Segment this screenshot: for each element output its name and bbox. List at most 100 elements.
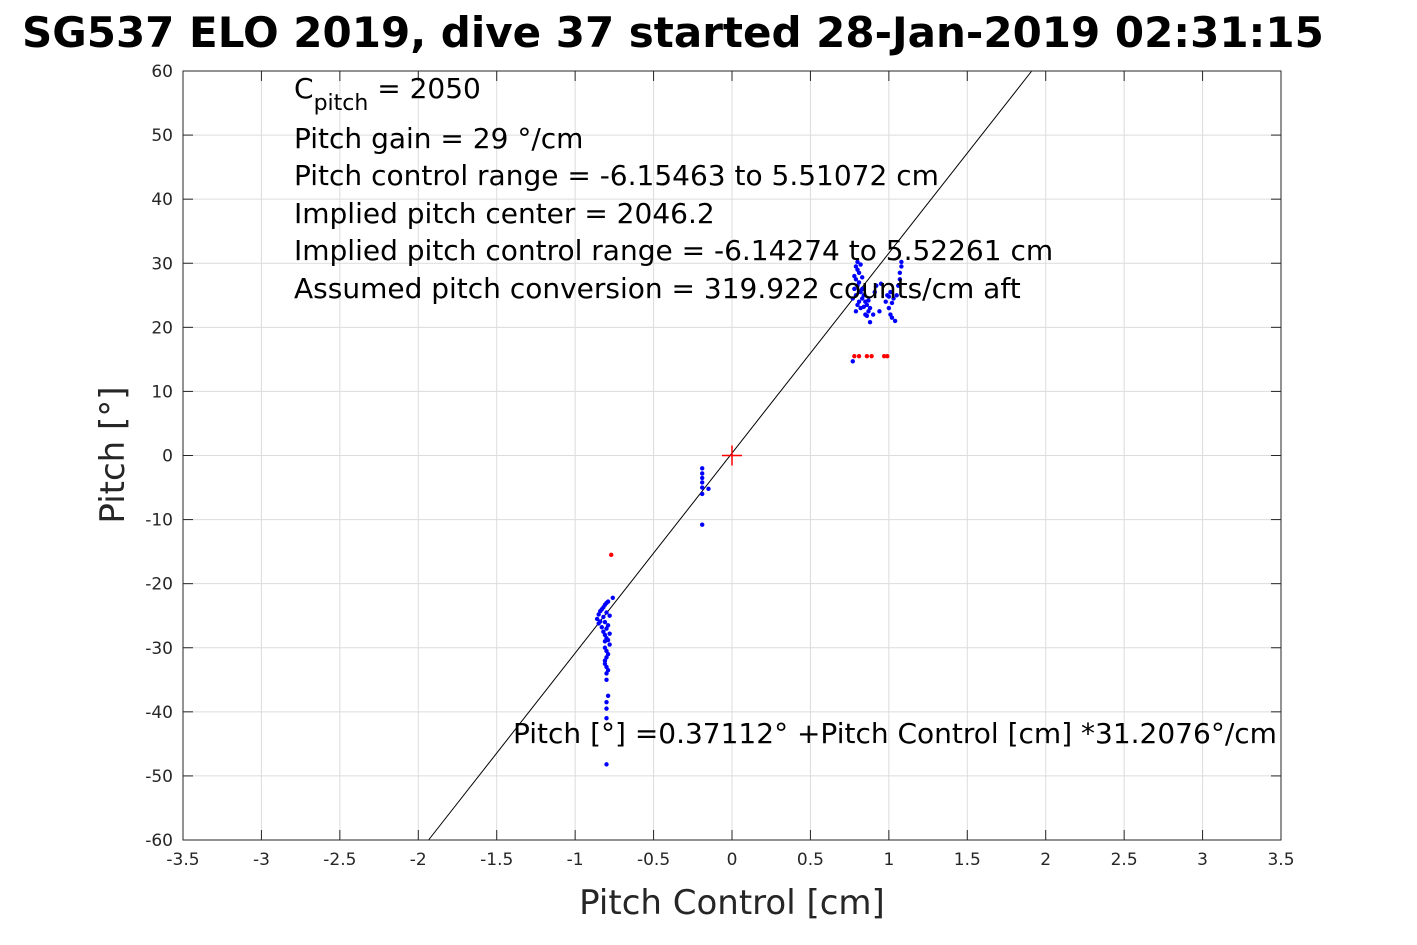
blue-data-point [699, 466, 705, 471]
x-tick-label: -0.5 [637, 850, 670, 870]
blue-data-point [872, 289, 877, 295]
blue-data-point [878, 281, 884, 286]
x-tick-label: 0.5 [797, 850, 824, 870]
y-tick-labels: 60 50 40 30 20 10 0 -10 -20 -30 -40 -50 -60 [145, 62, 173, 851]
blue-data-point [896, 283, 901, 288]
red-data-point [869, 353, 874, 359]
blue-data-point [699, 471, 705, 476]
blue-data-point [604, 610, 609, 615]
blue-data-point [604, 700, 609, 705]
x-axis-label: Pitch Control [cm] [579, 883, 885, 923]
implied-center-annotation: Implied pitch center = 2046.2 [294, 197, 715, 230]
red-data-point [852, 353, 857, 359]
y-tick-label: 0 [162, 447, 173, 467]
blue-data-point [883, 299, 888, 304]
blue-data-point [899, 264, 904, 269]
red-data-point [881, 353, 887, 359]
blue-data-point [607, 642, 612, 647]
red-data-point [856, 353, 862, 359]
blue-data-point [864, 313, 870, 318]
x-tick-label: -3 [253, 850, 270, 870]
blue-data-point [856, 280, 862, 285]
blue-data-point [886, 294, 892, 299]
blue-data-point [605, 651, 611, 657]
blue-data-point [594, 616, 600, 622]
y-tick-label: 30 [151, 254, 173, 274]
blue-data-point [599, 625, 605, 630]
chart-title: SG537 ELO 2019, dive 37 started 28-Jan-2… [22, 8, 1324, 57]
assumed-conversion-annotation: Assumed pitch conversion = 319.922 count… [294, 272, 1021, 305]
blue-data-point [867, 320, 873, 325]
blue-data-point [601, 614, 606, 620]
blue-data-point [850, 296, 855, 301]
blue-data-point [859, 286, 865, 292]
blue-data-point [598, 619, 603, 624]
y-tick-marks [183, 70, 1281, 841]
cpitch-annotation: Cpitch = 2050 [294, 72, 481, 116]
x-tick-label: 1 [883, 850, 894, 870]
blue-data-point [853, 293, 859, 298]
cpitch-subscript: pitch [314, 91, 369, 116]
pitch-gain-annotation: Pitch gain = 29 °/cm [294, 122, 583, 155]
y-tick-label: 60 [151, 62, 173, 82]
x-tick-label: -1 [567, 850, 584, 870]
center-marker-layer [722, 445, 742, 466]
x-tick-label: -3.5 [166, 850, 199, 870]
x-tick-labels: -3.5 -3 -2.5 -2 -1.5 -1 -0.5 0 0.5 1 1.5 2 2.5 3 3.5 [166, 850, 1294, 870]
blue-data-point [888, 289, 893, 295]
blue-data-point [864, 302, 870, 308]
blue-data-point [850, 359, 855, 364]
blue-data-point [853, 309, 859, 314]
y-tick-label: 10 [151, 382, 173, 402]
blue-data-point [607, 613, 612, 618]
plot-area [182, 70, 1282, 841]
x-tick-label: 1.5 [954, 850, 981, 870]
blue-data-point [605, 599, 611, 604]
red-data-point [885, 353, 890, 359]
blue-data-point [889, 300, 895, 306]
x-tick-label: 2.5 [1111, 850, 1138, 870]
x-tick-marks [182, 71, 1282, 840]
blue-data-point [602, 619, 608, 625]
blue-data-point [610, 595, 615, 600]
blue-data-point [856, 299, 862, 304]
blue-data-point [604, 716, 609, 721]
blue-data-point [858, 262, 863, 267]
blue-data-point [852, 286, 857, 292]
blue-data-point [853, 277, 859, 282]
blue-data-point [856, 270, 862, 276]
y-tick-label: 50 [151, 126, 173, 146]
annotation-block: Cpitch = 2050 Pitch gain = 29 °/cm Pitch… [294, 72, 1277, 750]
x-tick-label: 3.5 [1267, 850, 1294, 870]
blue-data-point [889, 315, 895, 320]
y-tick-label: 40 [151, 190, 173, 210]
y-tick-label: -30 [145, 639, 173, 659]
blue-data-point [706, 486, 711, 492]
blue-data-point [699, 491, 705, 497]
blue-data-point [859, 275, 865, 280]
blue-data-point [699, 475, 705, 481]
blue-data-point [886, 305, 892, 311]
red-data-point [864, 353, 870, 359]
blue-data-point [894, 293, 899, 298]
blue-data-point [699, 480, 705, 485]
blue-data-point [605, 693, 611, 699]
cpitch-value: = 2050 [368, 72, 481, 105]
x-tick-label: -2.5 [323, 850, 356, 870]
red-data-point [609, 552, 614, 558]
blue-data-point [604, 677, 609, 682]
blue-data-point [861, 293, 866, 298]
blue-data-point [699, 522, 705, 527]
blue-data-point [899, 259, 904, 265]
blue-data-point [605, 637, 611, 643]
blue-data-point [870, 312, 876, 317]
x-tick-label: 2 [1040, 850, 1051, 870]
y-tick-label: 20 [151, 318, 173, 338]
y-tick-label: -20 [145, 575, 173, 595]
blue-data-point [874, 283, 879, 288]
blue-data-point [699, 485, 705, 490]
blue-data-point [855, 259, 860, 265]
y-tick-label: -50 [145, 767, 173, 787]
x-tick-label: 3 [1197, 850, 1208, 870]
